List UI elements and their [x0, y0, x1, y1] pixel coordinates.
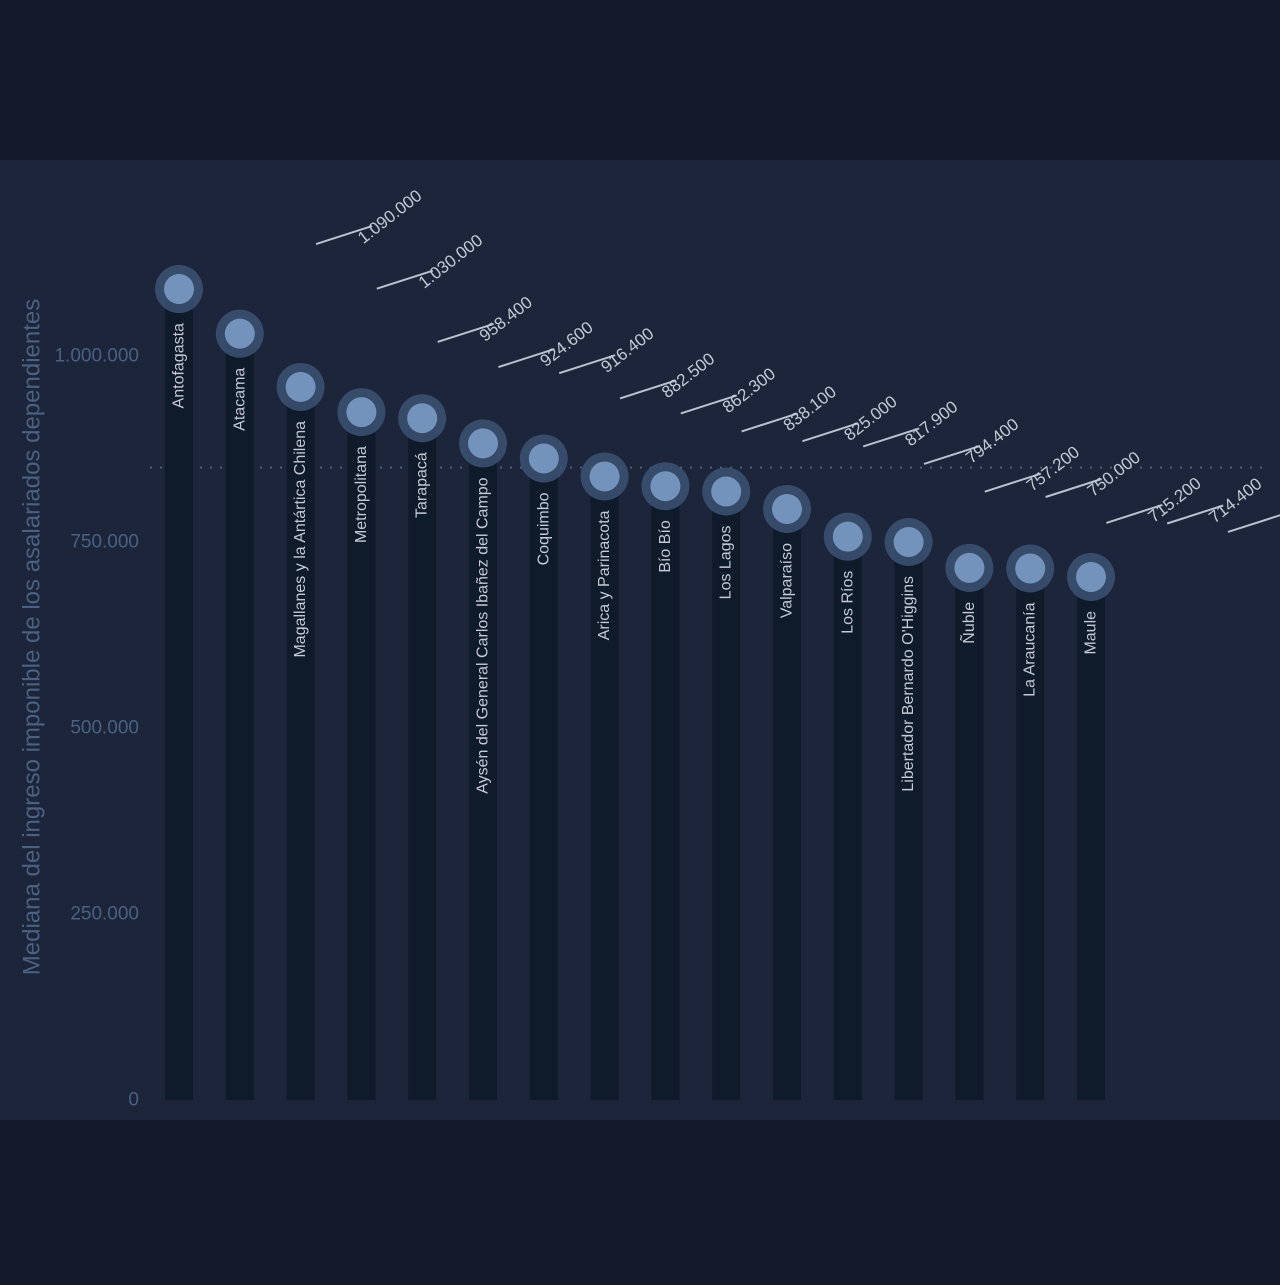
bar — [1016, 568, 1045, 1100]
category-label: Magallanes y la Antártica Chilena — [292, 421, 309, 658]
value-leader-line — [984, 472, 1042, 493]
bar — [712, 491, 741, 1100]
bar — [408, 418, 437, 1101]
category-labels-layer: Antofagasta Atacama Magallanes y la Antárt… — [171, 323, 1100, 794]
marker-point — [893, 527, 924, 557]
category-label: Ñuble — [958, 602, 978, 644]
category-label: Bío Bío — [657, 520, 674, 573]
marker-point — [650, 471, 681, 502]
y-axis-label: Mediana del ingreso imponible de los asa… — [19, 299, 46, 975]
bar — [347, 412, 376, 1100]
marker-point — [772, 493, 802, 524]
category-label: Los Lagos — [718, 525, 735, 599]
bar — [469, 443, 497, 1100]
value-leader-line — [619, 379, 677, 400]
y-axis: 0 250.000 500.000 750.000 1.000.000 — [54, 346, 139, 1111]
value-leader-line — [862, 427, 920, 448]
bar — [894, 542, 923, 1100]
marker-point — [164, 274, 194, 305]
bar — [225, 333, 254, 1100]
y-tick-label: 500.000 — [70, 718, 139, 739]
category-label: Aysén del General Carlos Ibañez del Camp… — [475, 477, 492, 793]
bar — [1077, 576, 1105, 1100]
y-tick-label: 250.000 — [70, 904, 139, 925]
marker-point — [468, 428, 498, 459]
category-label: Coquimbo — [535, 492, 552, 565]
y-tick-label: 750.000 — [70, 532, 139, 553]
category-label: Atacama — [231, 368, 248, 431]
bar — [773, 508, 801, 1100]
value-leader-line — [376, 269, 434, 290]
category-label: Antofagasta — [171, 323, 188, 409]
marker-point — [954, 552, 985, 583]
category-label: Valparaíso — [779, 543, 796, 618]
value-leader-line — [1227, 514, 1280, 533]
plot-panel — [0, 160, 1280, 1120]
marker-point — [407, 403, 438, 434]
bars-layer — [165, 289, 1105, 1101]
category-label: Libertador Bernardo O'Higgins — [900, 576, 917, 792]
bar — [529, 458, 558, 1100]
value-leader-line — [923, 445, 981, 465]
bar — [286, 386, 315, 1100]
value-leader-line — [680, 394, 738, 415]
bar — [651, 486, 680, 1100]
value-leader-line — [315, 225, 373, 245]
marker-point — [224, 318, 255, 349]
bar — [590, 476, 619, 1100]
marker-point — [346, 397, 377, 428]
marker-point — [711, 476, 742, 507]
value-leader-line — [802, 422, 859, 443]
category-label: Arica y Parinacota — [596, 510, 613, 640]
value-leader-line — [741, 412, 798, 433]
y-tick-label: 1.000.000 — [54, 346, 139, 367]
marker-point — [1076, 561, 1106, 592]
category-label: La Araucanía — [1022, 602, 1039, 696]
marker-point — [832, 521, 863, 552]
marker-point — [589, 461, 620, 492]
value-leader-line — [498, 348, 555, 369]
value-leader-line — [1045, 478, 1102, 498]
category-label: Tarapacá — [414, 452, 431, 518]
value-leader-line — [558, 354, 616, 375]
value-leader-line — [1106, 503, 1163, 524]
bar — [955, 567, 984, 1100]
marker-point — [285, 371, 316, 402]
category-label: Metropolitana — [353, 446, 370, 543]
bar — [833, 536, 862, 1100]
value-leader-line — [437, 322, 494, 343]
marker-point — [528, 443, 559, 474]
bar — [165, 289, 193, 1100]
category-label: Maule — [1083, 611, 1100, 655]
y-tick-label: 0 — [128, 1090, 139, 1111]
marker-point — [1015, 553, 1046, 584]
category-label: Los Ríos — [839, 571, 856, 634]
value-leader-line — [1166, 504, 1224, 525]
markers-layer — [155, 265, 1115, 601]
